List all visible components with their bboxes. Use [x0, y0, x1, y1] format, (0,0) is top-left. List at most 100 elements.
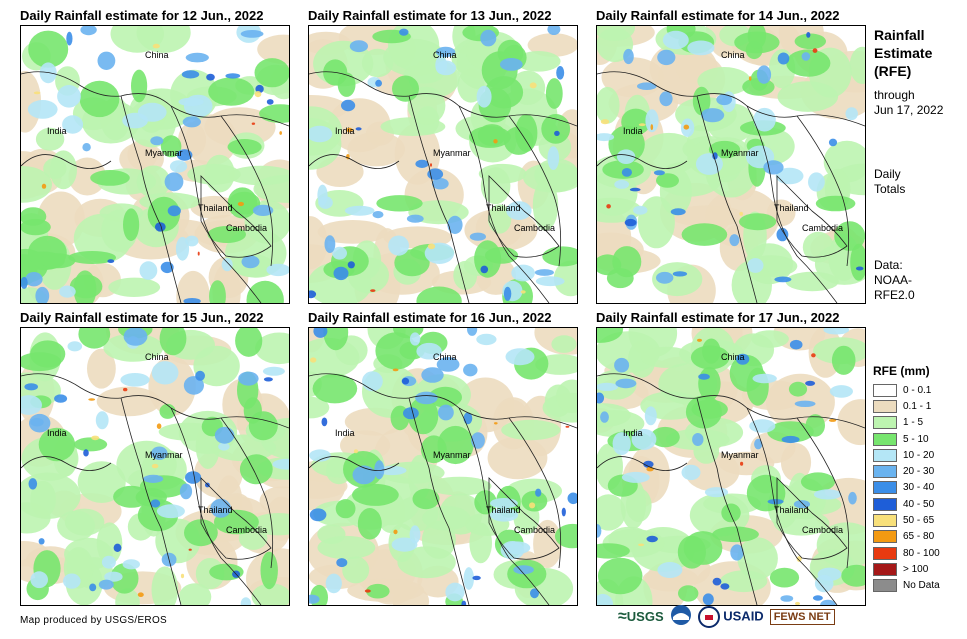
- label-india: India: [623, 126, 643, 136]
- rfe-legend: RFE (mm) 0 - 0.1 0.1 - 1 1 - 5 5 - 10 10 - 2…: [873, 364, 940, 594]
- data-source-line: RFE2.0: [874, 288, 915, 302]
- panel-title: Daily Rainfall estimate for 13 Jun., 202…: [308, 8, 552, 23]
- label-china: China: [433, 50, 457, 60]
- legend-label: 65 - 80: [903, 531, 935, 543]
- fewsnet-logo: FEWS NET: [769, 608, 835, 625]
- legend-item: 30 - 40: [873, 480, 940, 496]
- label-myanmar: Myanmar: [721, 450, 759, 460]
- totals-label: Totals: [874, 182, 906, 196]
- label-thailand: Thailand: [198, 505, 233, 515]
- data-label: Data:: [874, 258, 903, 272]
- label-china: China: [433, 352, 457, 362]
- legend-label: 5 - 10: [903, 433, 929, 445]
- label-myanmar: Myanmar: [145, 450, 183, 460]
- legend-label: 30 - 40: [903, 482, 935, 494]
- legend-label: 50 - 65: [903, 515, 935, 527]
- legend-item: No Data: [873, 578, 940, 594]
- legend-swatch: [873, 432, 897, 446]
- legend-swatch: [873, 562, 897, 576]
- panel-title: Daily Rainfall estimate for 14 Jun., 202…: [596, 8, 840, 23]
- legend-label: 0.1 - 1: [903, 400, 932, 412]
- legend-label: > 100: [903, 563, 929, 575]
- label-myanmar: Myanmar: [433, 148, 471, 158]
- rainfall-map: China India Myanmar Thailand Cambodia: [308, 327, 578, 606]
- map-credit: Map produced by USGS/EROS: [20, 615, 168, 626]
- panel-title: Daily Rainfall estimate for 16 Jun., 202…: [308, 310, 552, 325]
- legend-label: 40 - 50: [903, 498, 935, 510]
- legend-label: 20 - 30: [903, 466, 935, 478]
- logo-strip: ≈USGS USAID FEWS NET: [618, 604, 841, 629]
- legend-swatch: [873, 465, 897, 479]
- label-cambodia: Cambodia: [226, 223, 268, 233]
- legend-swatch: [873, 481, 897, 495]
- label-cambodia: Cambodia: [514, 525, 556, 535]
- legend-label: 80 - 100: [903, 547, 940, 559]
- label-thailand: Thailand: [774, 505, 809, 515]
- legend-swatch: [873, 514, 897, 528]
- legend-item: 20 - 30: [873, 463, 940, 479]
- rainfall-map: China India Myanmar Thailand Cambodia: [308, 25, 578, 304]
- label-cambodia: Cambodia: [226, 525, 268, 535]
- label-thailand: Thailand: [198, 203, 233, 213]
- sidebar-daily: Daily Totals: [874, 167, 905, 197]
- label-india: India: [47, 126, 67, 136]
- legend-item: 0.1 - 1: [873, 398, 940, 414]
- legend-item: 50 - 65: [873, 512, 940, 528]
- rainfall-map: China India Myanmar Thailand Cambodia: [596, 327, 866, 606]
- legend-item: 10 - 20: [873, 447, 940, 463]
- label-china: China: [145, 50, 169, 60]
- usgs-logo: ≈USGS: [618, 607, 664, 625]
- legend-item: 1 - 5: [873, 415, 940, 431]
- legend-label: 0 - 0.1: [903, 384, 932, 396]
- rainfall-map: China India Myanmar Thailand Cambodia: [20, 327, 290, 606]
- label-myanmar: Myanmar: [721, 148, 759, 158]
- legend-swatch: [873, 546, 897, 560]
- legend-swatch: [873, 448, 897, 462]
- sidebar-data-source: Data: NOAA- RFE2.0: [874, 258, 915, 303]
- legend-item: 0 - 0.1: [873, 382, 940, 398]
- label-thailand: Thailand: [486, 203, 521, 213]
- legend-swatch: [873, 416, 897, 430]
- label-cambodia: Cambodia: [802, 525, 844, 535]
- label-india: India: [335, 428, 355, 438]
- legend-swatch: [873, 383, 897, 397]
- label-myanmar: Myanmar: [433, 450, 471, 460]
- legend-label: 1 - 5: [903, 417, 924, 429]
- noaa-logo-icon: [670, 604, 692, 629]
- sidebar-through: through Jun 17, 2022: [874, 88, 943, 118]
- legend-title: RFE (mm): [873, 364, 930, 378]
- rainfall-map: China India Myanmar Thailand Cambodia: [20, 25, 290, 304]
- legend-label: No Data: [903, 580, 940, 592]
- legend-swatch: [873, 530, 897, 544]
- daily-label: Daily: [874, 167, 901, 181]
- label-thailand: Thailand: [486, 505, 521, 515]
- sidebar-title-line: (RFE): [874, 63, 912, 79]
- legend-item: 80 - 100: [873, 545, 940, 561]
- label-china: China: [145, 352, 169, 362]
- legend-item: > 100: [873, 561, 940, 577]
- legend-swatch: [873, 497, 897, 511]
- legend-label: 10 - 20: [903, 449, 935, 461]
- label-cambodia: Cambodia: [802, 223, 844, 233]
- panel-title: Daily Rainfall estimate for 12 Jun., 202…: [20, 8, 264, 23]
- label-china: China: [721, 352, 745, 362]
- sidebar-title: Rainfall Estimate (RFE): [874, 26, 932, 80]
- label-india: India: [623, 428, 643, 438]
- sidebar-title-line: Estimate: [874, 45, 933, 61]
- data-source-line: NOAA-: [874, 273, 913, 287]
- label-india: India: [335, 126, 355, 136]
- label-china: China: [721, 50, 745, 60]
- legend-swatch: [873, 399, 897, 413]
- usaid-logo: USAID: [697, 605, 764, 628]
- label-india: India: [47, 428, 67, 438]
- rainfall-map: China India Myanmar Thailand Cambodia: [596, 25, 866, 304]
- legend-item: 65 - 80: [873, 529, 940, 545]
- legend-swatch: [873, 579, 897, 593]
- legend-item: 5 - 10: [873, 431, 940, 447]
- label-cambodia: Cambodia: [514, 223, 556, 233]
- label-thailand: Thailand: [774, 203, 809, 213]
- through-date: Jun 17, 2022: [874, 103, 944, 117]
- legend-item: 40 - 50: [873, 496, 940, 512]
- panel-title: Daily Rainfall estimate for 15 Jun., 202…: [20, 310, 264, 325]
- panel-title: Daily Rainfall estimate for 17 Jun., 202…: [596, 310, 840, 325]
